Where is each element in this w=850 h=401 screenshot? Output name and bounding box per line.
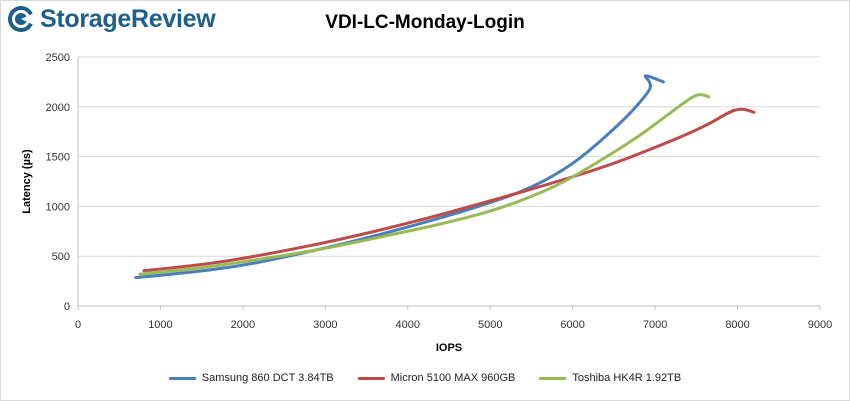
x-tick-label: 5000 (478, 319, 502, 331)
y-axis-ticks: 0 500 1000 1500 2000 2500 (46, 52, 70, 313)
legend-swatch-micron (357, 376, 385, 380)
y-tick-label: 2000 (46, 102, 70, 114)
x-axis-ticks: 0 1000 2000 3000 4000 5000 6000 7000 8000 9000 (75, 306, 832, 331)
grid-lines (78, 56, 820, 257)
x-tick-label: 9000 (808, 319, 832, 331)
legend: Samsung 860 DCT 3.84TB Micron 5100 MAX 9… (0, 372, 850, 384)
series-lines (134, 74, 756, 280)
legend-item-toshiba[interactable]: Toshiba HK4R 1.92TB (539, 372, 681, 384)
x-tick-label: 6000 (560, 319, 584, 331)
legend-item-micron[interactable]: Micron 5100 MAX 960GB (357, 372, 516, 384)
storagereview-logo: StorageReview (6, 4, 216, 34)
chart-title: VDI-LC-Monday-Login (325, 12, 525, 33)
x-tick-label: 7000 (643, 319, 667, 331)
x-axis-label: IOPS (436, 342, 462, 354)
y-tick-label: 500 (52, 251, 70, 263)
x-tick-label: 3000 (313, 319, 337, 331)
legend-swatch-samsung (168, 376, 196, 380)
legend-label-samsung: Samsung 860 DCT 3.84TB (201, 372, 334, 384)
x-tick-label: 8000 (725, 319, 749, 331)
storagereview-logo-icon (8, 6, 34, 32)
legend-item-samsung[interactable]: Samsung 860 DCT 3.84TB (168, 372, 334, 384)
y-tick-label: 0 (64, 301, 70, 313)
legend-label-micron: Micron 5100 MAX 960GB (390, 372, 516, 384)
y-tick-label: 1500 (46, 152, 70, 164)
x-tick-label: 4000 (396, 319, 420, 331)
series-line-micron (142, 107, 756, 273)
y-axis-label: Latency (µs) (21, 149, 33, 214)
y-tick-label: 2500 (46, 52, 70, 64)
y-tick-label: 1000 (46, 201, 70, 213)
series-line-toshiba (138, 93, 711, 276)
x-tick-label: 0 (75, 319, 81, 331)
legend-swatch-toshiba (539, 376, 567, 380)
x-tick-label: 2000 (231, 319, 255, 331)
logo-text: StorageReview (40, 4, 216, 33)
x-tick-label: 1000 (148, 319, 172, 331)
legend-label-toshiba: Toshiba HK4R 1.92TB (572, 372, 682, 384)
series-line-samsung (134, 74, 665, 280)
